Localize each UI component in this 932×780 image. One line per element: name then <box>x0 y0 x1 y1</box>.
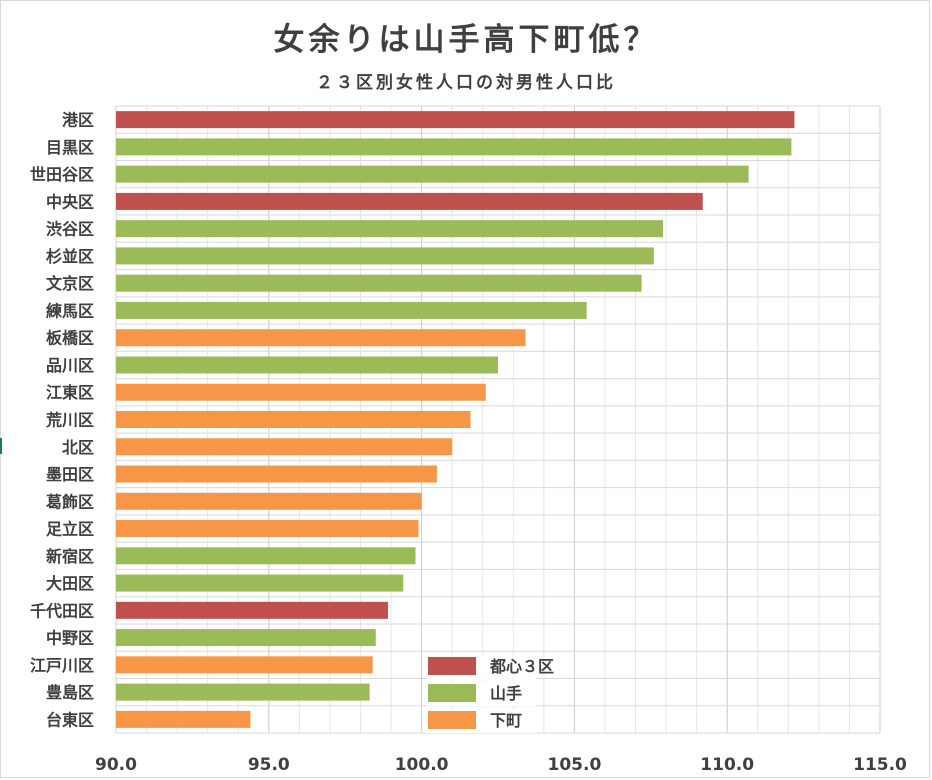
category-label-16: 足立区 <box>46 520 94 539</box>
category-label-15: 葛飾区 <box>46 492 94 511</box>
legend-label-shitamachi: 下町 <box>490 711 522 730</box>
bar-21 <box>116 656 373 674</box>
category-label-14: 墨田区 <box>46 465 94 484</box>
x-tick-label-5: 110.0 <box>700 755 754 775</box>
category-label-20: 中野区 <box>46 629 94 648</box>
category-label-21: 江戸川区 <box>30 656 94 675</box>
legend-label-yamanote: 山手 <box>490 684 522 703</box>
category-label-2: 目黒区 <box>46 138 94 157</box>
bar-6 <box>116 247 654 265</box>
x-tick-label-2: 95.0 <box>248 755 290 775</box>
bar-17 <box>116 547 416 565</box>
bar-2 <box>116 138 792 156</box>
category-label-19: 千代田区 <box>30 601 94 620</box>
bar-1 <box>116 111 795 129</box>
category-label-5: 渋谷区 <box>46 220 94 239</box>
x-tick-label-6: 115.0 <box>853 755 907 775</box>
bar-15 <box>116 492 422 510</box>
legend-swatch-shitamachi <box>428 711 476 729</box>
bar-22 <box>116 683 370 701</box>
chart-subtitle: ２３区別女性人口の対男性人口比 <box>316 73 616 93</box>
bar-16 <box>116 520 419 538</box>
category-label-17: 新宿区 <box>46 547 94 566</box>
bar-14 <box>116 465 437 483</box>
category-label-23: 台東区 <box>46 710 94 729</box>
legend-swatch-toshin <box>428 657 476 675</box>
bar-5 <box>116 220 664 238</box>
category-label-13: 北区 <box>62 438 94 457</box>
legend-swatch-yamanote <box>428 684 476 702</box>
bar-12 <box>116 411 471 428</box>
x-tick-label-3: 100.0 <box>395 755 449 775</box>
category-label-6: 杉並区 <box>46 247 94 266</box>
x-tick-label-4: 105.0 <box>548 755 602 775</box>
bar-19 <box>116 601 388 619</box>
chart-title: 女余りは山手高下町低？ <box>273 22 659 58</box>
category-label-9: 板橋区 <box>46 329 94 348</box>
bar-10 <box>116 356 498 374</box>
bar-9 <box>116 329 526 347</box>
category-label-11: 江東区 <box>46 383 94 402</box>
category-label-4: 中央区 <box>46 192 94 211</box>
category-label-8: 練馬区 <box>46 301 94 320</box>
category-label-1: 港区 <box>62 111 94 130</box>
bar-7 <box>116 274 642 292</box>
bar-11 <box>116 383 486 401</box>
category-label-12: 荒川区 <box>45 411 94 430</box>
category-label-18: 大田区 <box>46 574 94 593</box>
category-label-10: 品川区 <box>46 356 94 375</box>
bar-4 <box>116 192 703 210</box>
bar-13 <box>116 438 453 456</box>
bar-20 <box>116 629 376 647</box>
bar-8 <box>116 301 587 319</box>
bar-18 <box>116 574 404 592</box>
x-tick-label-1: 90.0 <box>95 755 137 775</box>
bar-23 <box>116 710 251 728</box>
category-label-7: 文京区 <box>46 274 94 293</box>
selection-edge-marker <box>0 438 2 454</box>
bar-3 <box>116 165 749 183</box>
category-label-3: 世田谷区 <box>30 165 94 184</box>
legend-label-toshin: 都心３区 <box>489 657 554 676</box>
category-label-22: 豊島区 <box>46 683 94 702</box>
